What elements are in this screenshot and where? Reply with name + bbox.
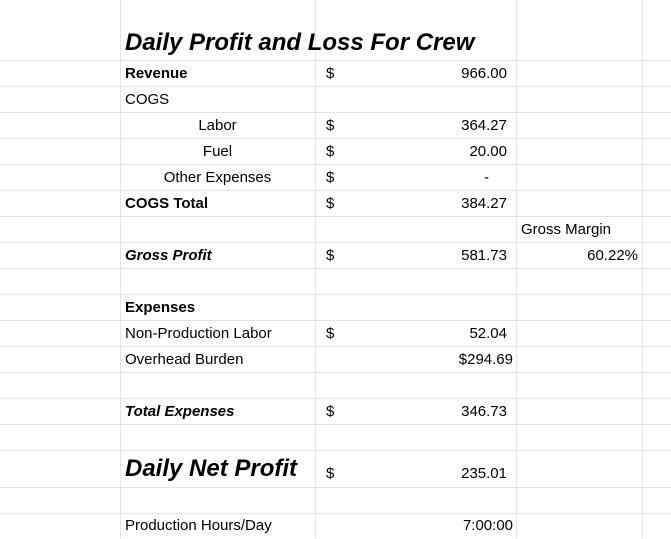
fuel-value[interactable]: 20.00 (469, 143, 507, 160)
non-production-labor-label[interactable]: Non-Production Labor (125, 325, 272, 342)
production-hours-label[interactable]: Production Hours/Day (125, 517, 272, 534)
grid-row-line (0, 242, 671, 243)
grid-row-line (0, 450, 671, 451)
grid-row-line (0, 112, 671, 113)
grid-col-line (315, 0, 316, 538)
grid-row-line (0, 320, 671, 321)
cogs-label[interactable]: COGS (125, 91, 170, 108)
cogs-total-value[interactable]: 384.27 (461, 195, 507, 212)
production-hours-value[interactable]: 7:00:00 (462, 517, 513, 534)
revenue-value[interactable]: 966.00 (461, 65, 507, 82)
grid-row-line (0, 346, 671, 347)
daily-net-profit-label[interactable]: Daily Net Profit (125, 455, 298, 482)
grid-row-line (0, 372, 671, 373)
total-expenses-label[interactable]: Total Expenses (125, 403, 235, 420)
currency-symbol[interactable]: $ (326, 465, 335, 482)
grid-row-line (0, 138, 671, 139)
grid-row-line (0, 294, 671, 295)
overhead-burden-value[interactable]: $294.69 (458, 351, 513, 368)
cogs-total-label[interactable]: COGS Total (125, 195, 209, 212)
grid-row-line (0, 513, 671, 514)
page-title: Daily Profit and Loss For Crew (125, 29, 475, 56)
gross-margin-header[interactable]: Gross Margin (521, 221, 612, 238)
grid-row-line (0, 398, 671, 399)
currency-symbol[interactable]: $ (326, 195, 335, 212)
labor-value[interactable]: 364.27 (461, 117, 507, 134)
gross-margin-value[interactable]: 60.22% (587, 247, 638, 264)
labor-label[interactable]: Labor (198, 117, 237, 134)
overhead-burden-label[interactable]: Overhead Burden (125, 351, 244, 368)
fuel-label[interactable]: Fuel (202, 143, 233, 160)
grid-row-line (0, 216, 671, 217)
currency-symbol[interactable]: $ (326, 65, 335, 82)
grid-col-line (642, 0, 643, 538)
grid-row-line (0, 164, 671, 165)
daily-net-profit-value[interactable]: 235.01 (461, 465, 507, 482)
expenses-label[interactable]: Expenses (125, 299, 196, 316)
other-expenses-value[interactable]: - (484, 169, 489, 186)
other-expenses-label[interactable]: Other Expenses (163, 169, 272, 186)
grid-col-line (516, 0, 517, 538)
grid-col-line (120, 0, 121, 538)
grid-row-line (0, 60, 671, 61)
currency-symbol[interactable]: $ (326, 325, 335, 342)
currency-symbol[interactable]: $ (326, 143, 335, 160)
grid-row-line (0, 487, 671, 488)
currency-symbol[interactable]: $ (326, 169, 335, 186)
grid-row-line (0, 424, 671, 425)
gross-profit-value[interactable]: 581.73 (461, 247, 507, 264)
currency-symbol[interactable]: $ (326, 247, 335, 264)
gross-profit-label[interactable]: Gross Profit (125, 247, 212, 264)
grid-row-line (0, 86, 671, 87)
total-expenses-value[interactable]: 346.73 (461, 403, 507, 420)
currency-symbol[interactable]: $ (326, 403, 335, 420)
revenue-label[interactable]: Revenue (125, 65, 188, 82)
currency-symbol[interactable]: $ (326, 117, 335, 134)
non-production-labor-value[interactable]: 52.04 (469, 325, 507, 342)
grid-row-line (0, 190, 671, 191)
grid-row-line (0, 268, 671, 269)
